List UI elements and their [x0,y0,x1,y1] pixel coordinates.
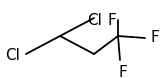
Text: F: F [108,13,116,28]
Text: Cl: Cl [5,49,20,63]
Text: F: F [150,30,159,45]
Text: Cl: Cl [88,13,102,28]
Text: F: F [118,65,127,78]
